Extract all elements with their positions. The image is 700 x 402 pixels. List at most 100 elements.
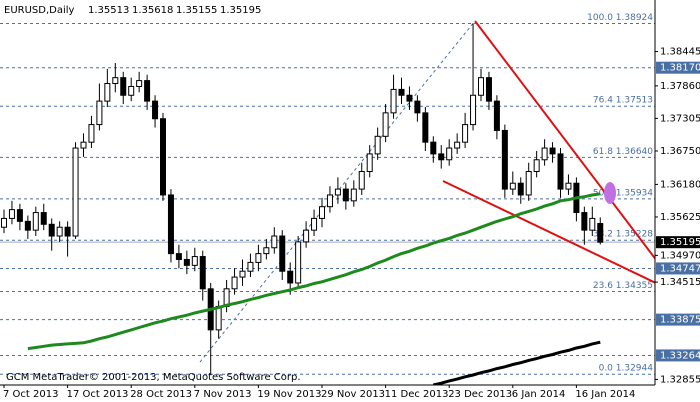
- candle-body: [24, 220, 31, 231]
- candle-body: [319, 206, 325, 219]
- marker: [604, 182, 616, 204]
- x-tick-label: 11 Dec 2013: [385, 389, 449, 400]
- axis: 1.38445 1.37860 1.37305 1.36750 1.36180 1.356…: [3, 47, 700, 400]
- candle-body: [88, 124, 95, 143]
- candle-body: [56, 226, 63, 237]
- candle-body: [191, 256, 198, 266]
- candle-body: [358, 171, 365, 190]
- candle-body: [430, 141, 437, 155]
- header-low: 1.35155: [176, 5, 217, 16]
- candle-body: [104, 83, 111, 102]
- y-tick-label: 1.34515: [660, 277, 700, 288]
- x-tick-label: 16 Jan 2014: [575, 389, 635, 400]
- y-tick-label: 1.36750: [660, 146, 700, 157]
- y-tick-label: 1.37860: [660, 81, 700, 92]
- candle-body: [597, 223, 604, 243]
- y-tick-label: 1.34970: [660, 250, 700, 261]
- candle-body: [96, 100, 103, 126]
- y-tick-label: 1.36180: [660, 179, 700, 190]
- candle-body: [454, 141, 461, 149]
- candle-body: [48, 223, 55, 237]
- price-box-label: 1.33264: [660, 350, 700, 361]
- candle-body: [303, 229, 310, 243]
- price-box-label: 1.33875: [660, 315, 700, 326]
- trendline: [442, 180, 655, 284]
- trendline: [474, 20, 655, 261]
- fib-label: 0.0 1.32944: [599, 364, 654, 374]
- fib-label: 76.4 1.37513: [593, 96, 653, 106]
- y-tick-label: 1.38445: [660, 47, 700, 58]
- candle-body: [144, 80, 151, 102]
- candle-body: [326, 194, 333, 208]
- candle-body: [160, 118, 166, 196]
- candle-body: [40, 212, 47, 225]
- header-open: 1.35513: [88, 5, 129, 16]
- x-tick-label: 17 Oct 2013: [67, 389, 129, 400]
- x-tick-label: 6 Jan 2014: [512, 389, 566, 400]
- candle-body: [279, 235, 286, 272]
- candle-body: [493, 100, 500, 131]
- price-box-label: 1.35195: [660, 237, 700, 248]
- candle-body: [350, 188, 357, 202]
- candle-body: [247, 261, 254, 272]
- copyright: GCM MetaTrader© 2001-2013, MetaQuotes So…: [6, 372, 301, 383]
- candle-body: [549, 147, 556, 155]
- candles: [1, 23, 604, 375]
- fib-trend: [199, 20, 476, 363]
- candle-body: [422, 112, 429, 143]
- moving-average: [27, 192, 601, 351]
- candle-body: [263, 247, 270, 255]
- moving-averages: [27, 192, 601, 385]
- candle-body: [16, 209, 23, 222]
- candle-body: [438, 153, 445, 161]
- candle-body: [64, 226, 71, 237]
- fib-label: 38.2 1.35228: [593, 230, 653, 240]
- candle-body: [382, 112, 389, 137]
- candle-body: [295, 241, 302, 284]
- candle-body: [501, 129, 508, 190]
- candle-body: [478, 77, 484, 96]
- levels: 100.0 1.38924 76.4 1.37513 61.8 1.36640 50.…: [0, 13, 655, 375]
- candle-body: [342, 188, 349, 202]
- candle-body: [398, 88, 405, 96]
- candle-body: [1, 217, 7, 228]
- y-tick-label: 1.32855: [660, 374, 700, 385]
- candle-body: [334, 188, 341, 196]
- candle-body: [533, 159, 540, 173]
- candle-body: [8, 209, 15, 219]
- price-box-label: 1.38170: [660, 63, 700, 74]
- candle-body: [414, 100, 421, 114]
- header-high: 1.35618: [132, 5, 173, 16]
- price-box: [656, 236, 700, 249]
- fib-label: 23.6 1.34355: [593, 281, 653, 291]
- candle-body: [406, 94, 413, 102]
- x-tick-label: 19 Nov 2013: [257, 389, 321, 400]
- candle-body: [175, 253, 182, 260]
- candle-body: [470, 94, 477, 126]
- candle-body: [120, 77, 127, 96]
- candle-body: [485, 77, 492, 102]
- fib-label: 100.0 1.38924: [587, 13, 653, 23]
- candle-body: [183, 258, 190, 266]
- candle-body: [136, 80, 143, 87]
- price-box: [656, 61, 700, 74]
- candle-body: [557, 153, 564, 190]
- candle-body: [152, 100, 159, 120]
- x-tick-label: 23 Dec 2013: [448, 389, 512, 400]
- candle-body: [255, 253, 262, 263]
- candle-body: [366, 153, 373, 173]
- candle-body: [32, 212, 39, 231]
- candle-body: [128, 85, 135, 96]
- price-box: [656, 349, 700, 362]
- candle-body: [517, 182, 524, 196]
- candle-body: [167, 194, 174, 255]
- candle-body: [446, 147, 453, 161]
- candle-body: [581, 212, 588, 231]
- chart-title: EURUSD,Daily: [4, 5, 75, 16]
- candle-body: [287, 270, 294, 284]
- y-tick-label: 1.37305: [660, 113, 700, 124]
- candle-body: [589, 217, 596, 231]
- x-tick-label: 7 Nov 2013: [194, 389, 252, 400]
